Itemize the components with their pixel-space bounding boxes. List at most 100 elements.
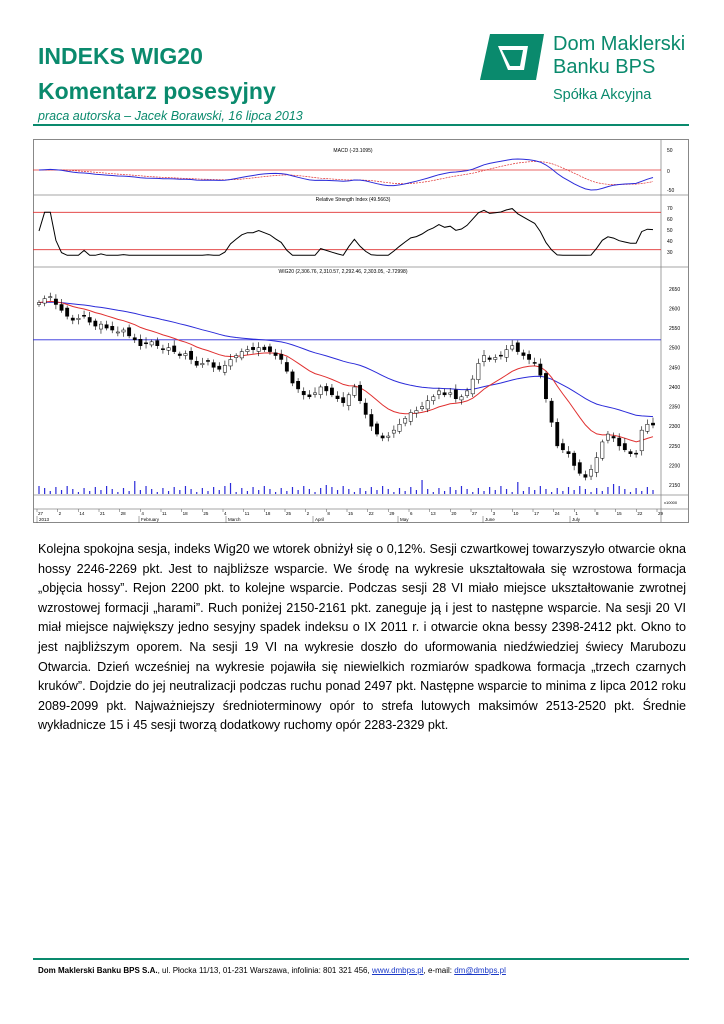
candle — [70, 314, 75, 325]
candle — [42, 295, 47, 307]
candle — [161, 344, 165, 354]
candle-body — [82, 315, 86, 317]
volume-bar — [167, 491, 170, 494]
price-axis-tick: 2350 — [669, 405, 680, 411]
candle-body — [549, 400, 554, 423]
candle-body — [110, 326, 115, 331]
candle — [183, 350, 188, 360]
candle-body — [560, 443, 565, 451]
candle-body — [228, 359, 233, 367]
candle — [48, 292, 53, 301]
company-logo — [478, 32, 548, 89]
candle-body — [459, 396, 464, 401]
footer-address: , ul. Płocka 11/13, 01-231 Warszawa, inf… — [157, 966, 372, 975]
candle-body — [391, 429, 396, 434]
candle-body — [453, 389, 458, 399]
candle — [155, 337, 160, 349]
candle — [639, 426, 644, 456]
candle-body — [437, 390, 441, 395]
candle-body — [329, 387, 334, 396]
macd-line — [38, 158, 654, 191]
candle-body — [48, 296, 53, 298]
date-tick-label: 15 — [348, 511, 354, 516]
price-axis-tick: 2550 — [669, 326, 680, 332]
volume-bar — [466, 489, 468, 494]
candle — [420, 401, 424, 412]
candle-body — [262, 346, 267, 350]
candle-body — [363, 402, 368, 415]
candle — [65, 305, 70, 320]
candle-body — [144, 342, 148, 345]
candle-body — [324, 386, 329, 392]
candle-body — [115, 331, 120, 334]
volume-bar — [218, 490, 220, 494]
volume-bar — [522, 491, 525, 494]
candle-body — [622, 443, 627, 451]
date-tick-label: 3 — [493, 511, 496, 516]
candle-body — [301, 391, 306, 396]
date-tick-label: 27 — [38, 511, 44, 516]
volume-bar — [100, 490, 102, 494]
date-tick-label: 2 — [59, 511, 62, 516]
candle — [369, 408, 374, 431]
volume-bar — [297, 490, 299, 494]
price-axis-tick: 2250 — [669, 444, 680, 450]
candle — [634, 449, 639, 458]
volume-bar — [55, 487, 57, 494]
volume-bar — [173, 487, 175, 494]
candle-body — [420, 406, 424, 410]
footer-website-link[interactable]: www.dmbps.pl — [371, 966, 424, 975]
volume-bar — [618, 486, 620, 494]
candle — [453, 384, 458, 403]
volume-bar — [517, 482, 519, 494]
price-axis-tick: 2400 — [669, 385, 680, 391]
candle — [273, 348, 278, 360]
candle-body — [572, 452, 577, 466]
volume-bar — [455, 490, 457, 494]
candle-body — [76, 317, 81, 320]
candle-body — [600, 441, 605, 459]
candle-body — [245, 349, 250, 352]
volume-bar — [382, 486, 384, 494]
candle-body — [380, 435, 385, 439]
volume-bar — [539, 486, 541, 494]
ema15-line — [38, 300, 654, 443]
volume-bar — [404, 491, 406, 494]
volume-bar — [38, 486, 40, 494]
header-divider — [33, 124, 689, 126]
candle-body — [313, 392, 317, 395]
date-tick-label: 25 — [286, 511, 292, 516]
date-tick-label: 22 — [637, 511, 643, 516]
date-tick-label: 14 — [79, 511, 85, 516]
candle — [301, 387, 306, 400]
logo-name: Dom Maklerski Banku BPS — [553, 33, 685, 79]
footer: Dom Maklerski Banku BPS S.A., ul. Płocka… — [38, 966, 506, 975]
candle — [408, 409, 413, 426]
volume-bar — [252, 487, 254, 494]
volume-bar — [624, 489, 626, 494]
rsi-axis-60: 60 — [667, 217, 673, 223]
price-axis-tick: 2150 — [669, 483, 680, 489]
candle — [115, 326, 120, 337]
volume-bar — [489, 487, 491, 494]
candle-body — [408, 412, 413, 422]
date-tick-label: 18 — [183, 511, 189, 516]
month-label: June — [485, 517, 495, 522]
candle — [211, 359, 216, 373]
volume-bar — [72, 489, 74, 494]
candle-body — [544, 373, 548, 399]
candle-body — [70, 317, 75, 321]
volume-bar — [60, 490, 63, 494]
candle-body — [521, 352, 526, 356]
candle — [262, 344, 267, 353]
volume-bar — [612, 484, 615, 494]
rsi-panel — [33, 208, 661, 256]
footer-email-link[interactable]: dm@dmbps.pl — [454, 966, 506, 975]
candle — [566, 446, 571, 458]
volume-bar — [353, 492, 356, 494]
candle — [622, 438, 627, 453]
candle — [363, 398, 368, 419]
price-axis-tick: 2600 — [669, 306, 680, 312]
volume-bar — [432, 492, 434, 494]
candle-body — [149, 341, 154, 346]
